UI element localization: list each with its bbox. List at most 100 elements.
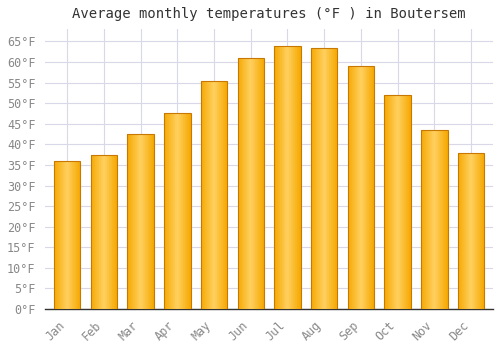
Bar: [204, 80, 205, 309]
Bar: [321, 48, 322, 309]
Bar: [209, 80, 210, 309]
Bar: [293, 46, 294, 309]
Bar: [98, 155, 100, 309]
Bar: [254, 58, 256, 309]
Bar: [238, 58, 264, 309]
Bar: [63, 161, 64, 309]
Bar: [277, 46, 278, 309]
Bar: [134, 134, 136, 309]
Bar: [474, 153, 475, 309]
Bar: [278, 46, 279, 309]
Bar: [331, 48, 332, 309]
Bar: [427, 130, 428, 309]
Bar: [148, 134, 149, 309]
Bar: [252, 58, 254, 309]
Bar: [361, 66, 362, 309]
Bar: [189, 113, 190, 309]
Bar: [351, 66, 352, 309]
Bar: [65, 161, 66, 309]
Bar: [222, 80, 224, 309]
Bar: [202, 80, 203, 309]
Bar: [208, 80, 209, 309]
Bar: [275, 46, 276, 309]
Bar: [224, 80, 226, 309]
Bar: [210, 80, 212, 309]
Bar: [105, 155, 106, 309]
Bar: [459, 153, 460, 309]
Bar: [397, 95, 398, 309]
Bar: [311, 48, 312, 309]
Bar: [61, 161, 62, 309]
Bar: [386, 95, 387, 309]
Bar: [96, 155, 98, 309]
Bar: [76, 161, 77, 309]
Bar: [72, 161, 73, 309]
Bar: [282, 46, 283, 309]
Bar: [355, 66, 356, 309]
Bar: [335, 48, 336, 309]
Bar: [467, 153, 468, 309]
Bar: [167, 113, 168, 309]
Bar: [395, 95, 396, 309]
Bar: [365, 66, 366, 309]
Bar: [312, 48, 313, 309]
Bar: [440, 130, 441, 309]
Bar: [409, 95, 410, 309]
Bar: [348, 66, 374, 309]
Bar: [360, 66, 361, 309]
Bar: [212, 80, 214, 309]
Bar: [178, 113, 180, 309]
Bar: [60, 161, 61, 309]
Bar: [438, 130, 439, 309]
Bar: [444, 130, 445, 309]
Bar: [368, 66, 369, 309]
Bar: [441, 130, 442, 309]
Bar: [239, 58, 240, 309]
Bar: [151, 134, 152, 309]
Bar: [243, 58, 244, 309]
Bar: [92, 155, 94, 309]
Bar: [138, 134, 140, 309]
Bar: [423, 130, 424, 309]
Bar: [464, 153, 465, 309]
Bar: [466, 153, 467, 309]
Bar: [164, 113, 165, 309]
Bar: [153, 134, 154, 309]
Bar: [144, 134, 145, 309]
Bar: [394, 95, 395, 309]
Bar: [392, 95, 393, 309]
Bar: [71, 161, 72, 309]
Bar: [446, 130, 447, 309]
Bar: [433, 130, 434, 309]
Bar: [205, 80, 206, 309]
Bar: [388, 95, 389, 309]
Bar: [315, 48, 316, 309]
Bar: [445, 130, 446, 309]
Bar: [296, 46, 298, 309]
Bar: [322, 48, 323, 309]
Bar: [370, 66, 371, 309]
Bar: [318, 48, 319, 309]
Bar: [130, 134, 132, 309]
Bar: [248, 58, 249, 309]
Bar: [391, 95, 392, 309]
Bar: [172, 113, 174, 309]
Bar: [478, 153, 479, 309]
Bar: [226, 80, 228, 309]
Bar: [184, 113, 186, 309]
Bar: [201, 80, 202, 309]
Bar: [317, 48, 318, 309]
Bar: [319, 48, 320, 309]
Bar: [460, 153, 461, 309]
Bar: [128, 134, 130, 309]
Bar: [424, 130, 425, 309]
Bar: [429, 130, 430, 309]
Bar: [447, 130, 448, 309]
Bar: [100, 155, 102, 309]
Bar: [367, 66, 368, 309]
Bar: [401, 95, 402, 309]
Bar: [353, 66, 354, 309]
Bar: [145, 134, 146, 309]
Bar: [218, 80, 220, 309]
Bar: [216, 80, 218, 309]
